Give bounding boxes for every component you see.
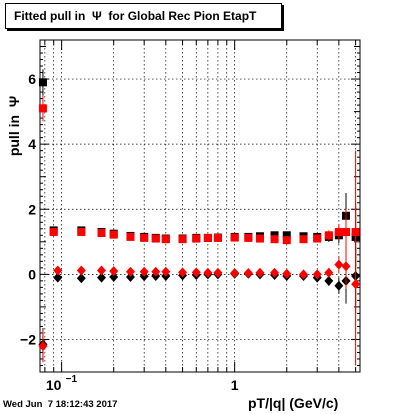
data-point bbox=[96, 265, 106, 276]
data-point bbox=[324, 231, 333, 240]
data-point bbox=[151, 266, 161, 277]
data-point bbox=[255, 234, 264, 243]
plot-frame bbox=[39, 39, 361, 373]
y-tick-label: 0 bbox=[28, 266, 36, 282]
chart-title: Fitted pull in Ψ for Global Rec Pion Eta… bbox=[14, 9, 257, 23]
data-point bbox=[109, 230, 118, 239]
x-tick-label-exponent: −1 bbox=[66, 374, 78, 385]
data-point bbox=[178, 235, 187, 244]
data-point bbox=[125, 271, 135, 282]
data-point bbox=[38, 104, 47, 113]
data-point bbox=[299, 235, 308, 244]
data-point bbox=[351, 279, 361, 290]
x-tick-label-base: 10 bbox=[46, 377, 62, 393]
data-point bbox=[192, 234, 201, 243]
x-tick-label: 1 bbox=[231, 377, 239, 393]
data-point bbox=[213, 267, 223, 278]
data-point bbox=[243, 268, 253, 279]
data-point bbox=[334, 228, 343, 237]
data-point bbox=[282, 231, 291, 240]
data-point bbox=[140, 233, 149, 242]
data-point bbox=[161, 266, 171, 277]
data-point bbox=[109, 271, 119, 282]
timestamp: Wed Jun 7 18:12:43 2017 bbox=[3, 399, 118, 410]
axes bbox=[39, 39, 361, 373]
data-point bbox=[96, 272, 106, 283]
data-point bbox=[151, 234, 160, 243]
data-point bbox=[334, 259, 344, 270]
series-1 bbox=[38, 95, 360, 314]
x-axis-label: pT/|q| (GeV/c) bbox=[248, 395, 339, 411]
data-point bbox=[178, 267, 188, 278]
data-point bbox=[341, 261, 351, 272]
data-point bbox=[125, 266, 135, 277]
data-point bbox=[161, 235, 170, 244]
data-point bbox=[77, 228, 86, 237]
x-tick-label: 10 −1 bbox=[46, 374, 78, 393]
data-point bbox=[203, 233, 212, 242]
series-3 bbox=[38, 202, 361, 366]
data-point bbox=[334, 280, 344, 291]
data-point bbox=[53, 272, 63, 283]
data-marks bbox=[38, 69, 361, 366]
data-point bbox=[230, 233, 239, 242]
data-point bbox=[324, 267, 334, 278]
data-point bbox=[97, 229, 106, 238]
y-tick-label: −2 bbox=[20, 331, 36, 347]
data-point bbox=[313, 234, 322, 243]
data-point bbox=[230, 268, 240, 279]
data-point bbox=[299, 269, 309, 280]
data-point bbox=[49, 228, 58, 237]
data-point bbox=[139, 266, 149, 277]
data-point bbox=[213, 233, 222, 242]
data-point bbox=[109, 266, 119, 277]
data-point bbox=[270, 235, 279, 244]
data-point bbox=[126, 232, 135, 241]
data-point bbox=[76, 273, 86, 284]
data-point bbox=[342, 228, 351, 237]
series-2 bbox=[38, 246, 361, 361]
data-point bbox=[312, 269, 322, 280]
data-point bbox=[38, 78, 47, 87]
y-tick-label: 4 bbox=[28, 136, 36, 152]
grid bbox=[40, 40, 360, 372]
data-point bbox=[324, 275, 334, 286]
chart-title-box: Fitted pull in Ψ for Global Rec Pion Eta… bbox=[5, 3, 282, 29]
x-tick-label-base: 1 bbox=[231, 377, 239, 393]
y-tick-label: 2 bbox=[28, 201, 36, 217]
data-point bbox=[203, 267, 213, 278]
tick-labels: −2 0 2 4 6 10 −1 1 bbox=[20, 71, 239, 393]
data-point bbox=[38, 340, 48, 351]
data-point bbox=[255, 267, 265, 278]
data-point bbox=[76, 265, 86, 276]
y-axis-label: pull in Ψ bbox=[6, 95, 22, 157]
data-point bbox=[244, 233, 253, 242]
data-point bbox=[53, 265, 63, 276]
data-point bbox=[191, 267, 201, 278]
data-point bbox=[270, 267, 280, 278]
data-point bbox=[282, 268, 292, 279]
y-tick-label: 6 bbox=[28, 71, 36, 87]
data-point bbox=[282, 236, 291, 245]
